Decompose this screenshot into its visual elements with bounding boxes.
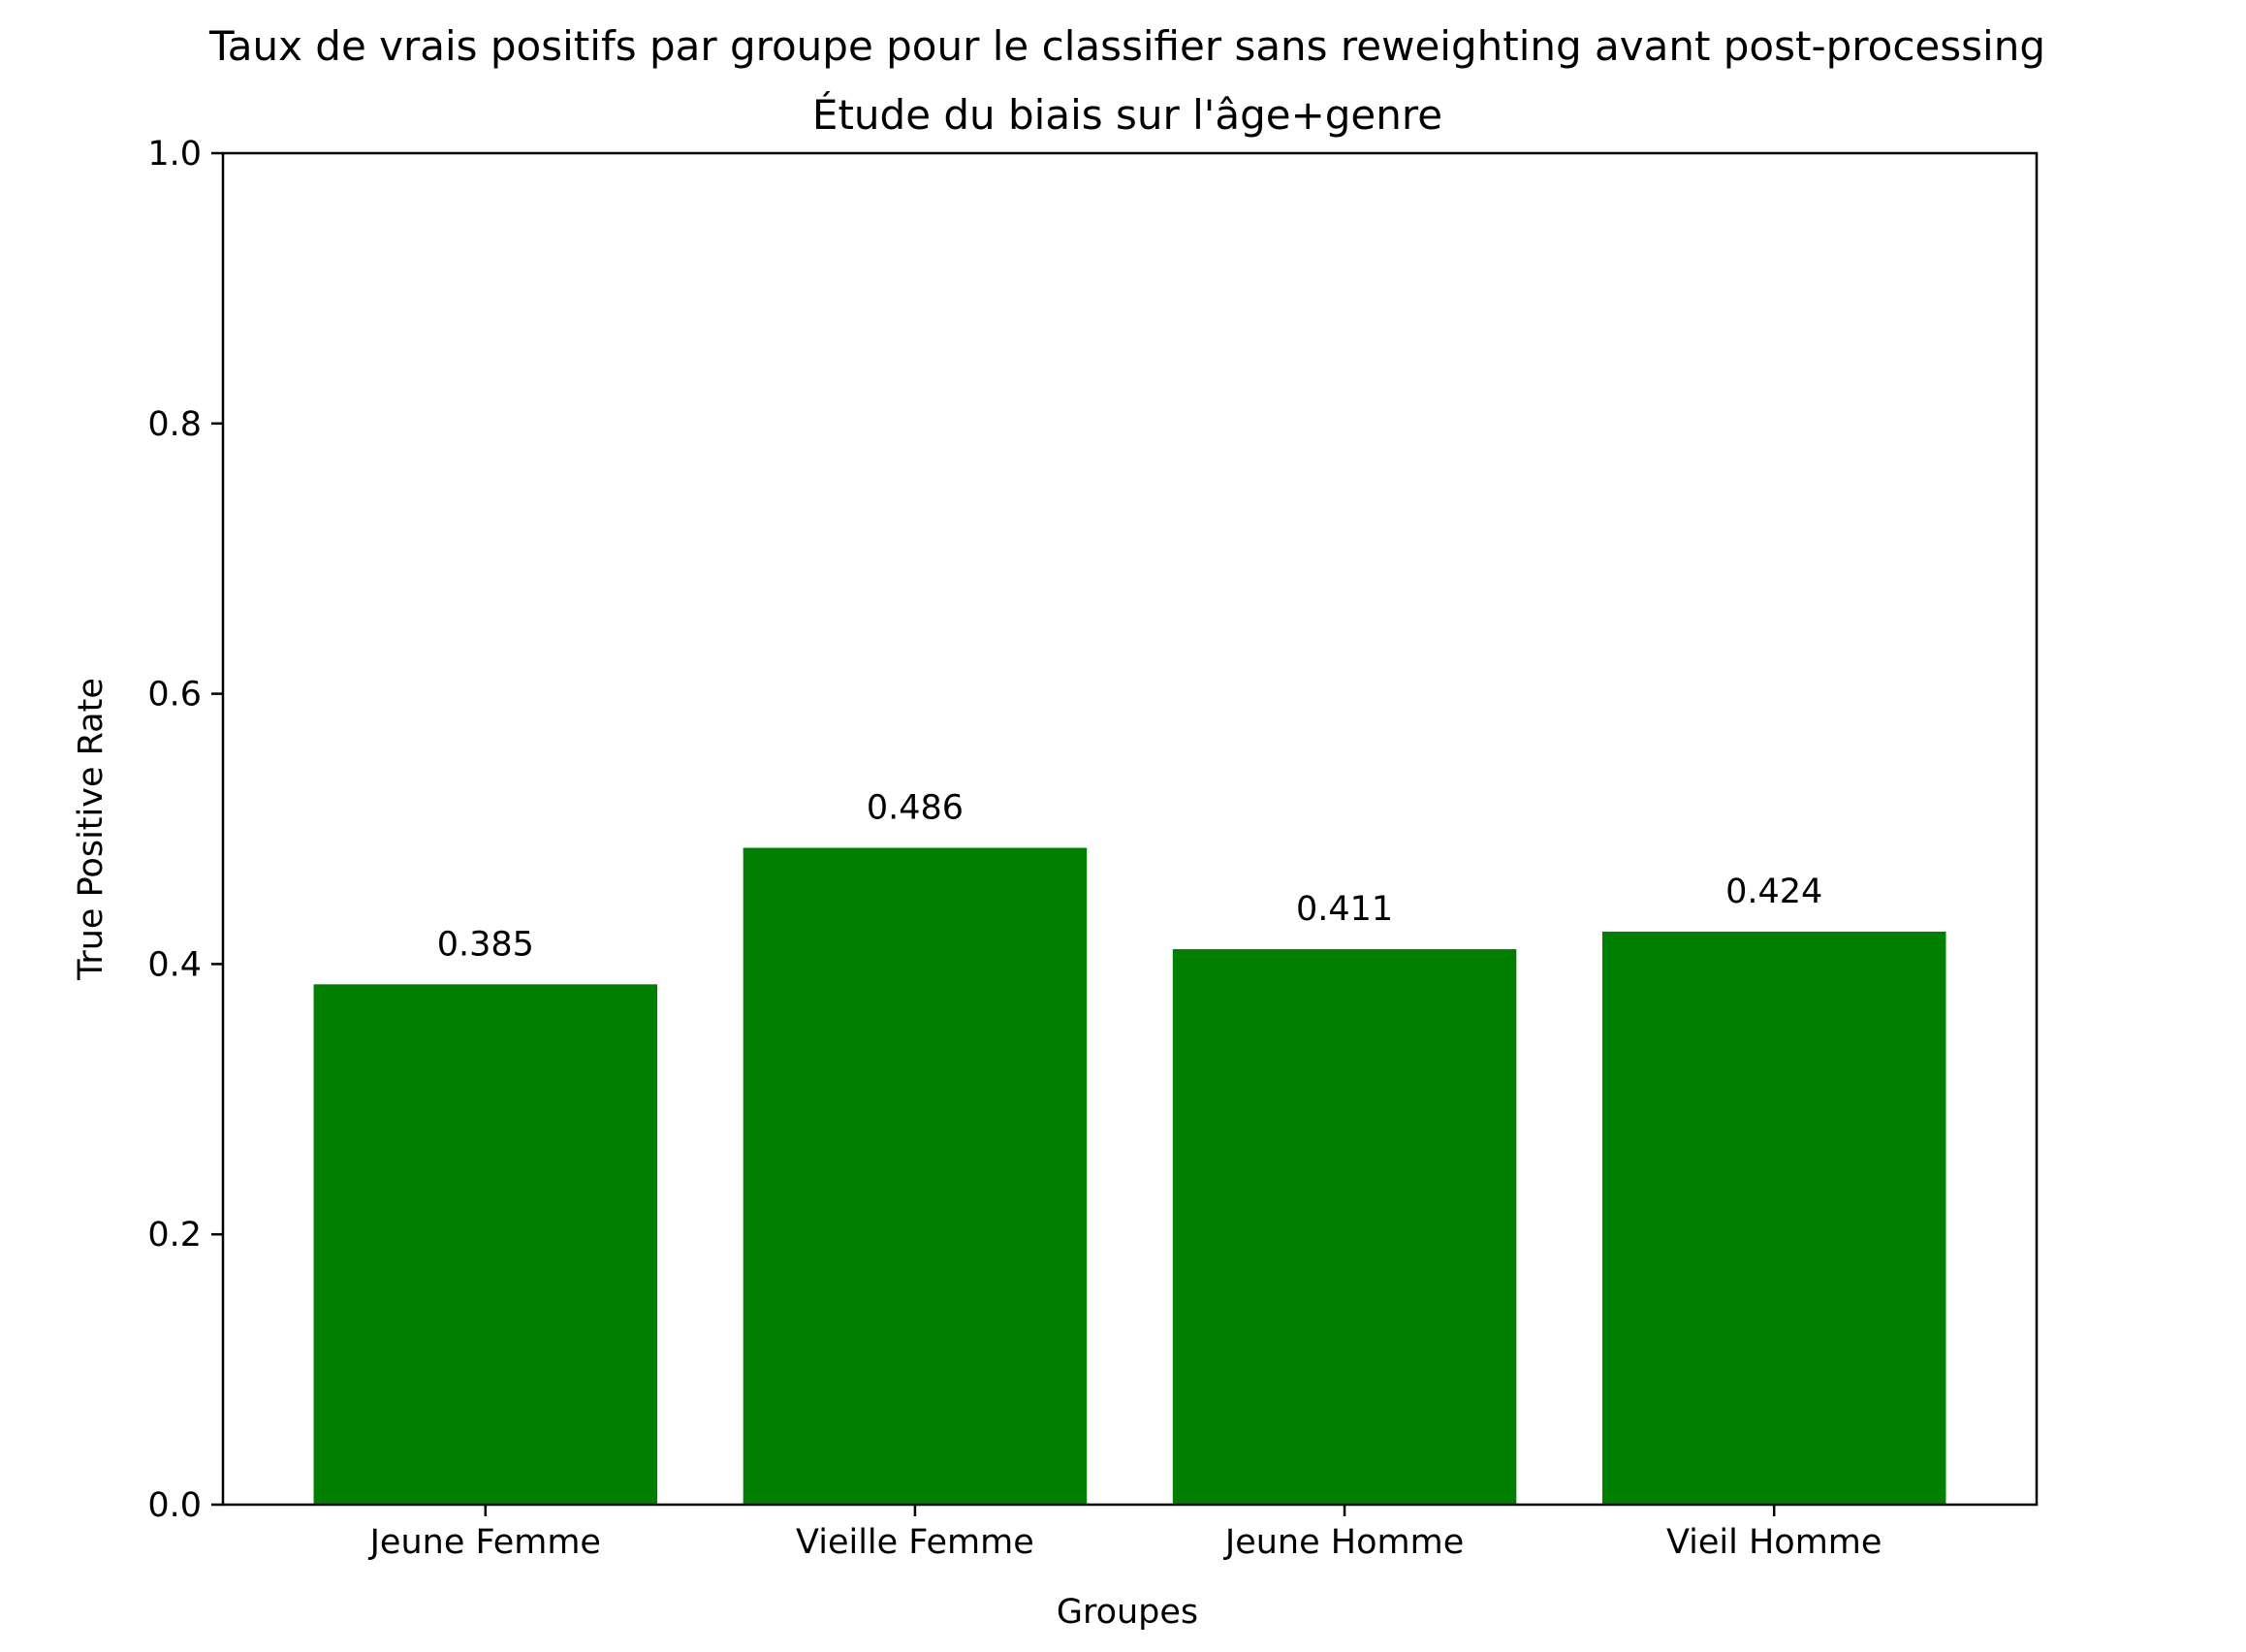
y-tick-label: 0.8 <box>147 405 202 444</box>
x-tick-label: Jeune Femme <box>368 1523 601 1562</box>
bar-jeune-femme <box>313 984 658 1505</box>
bar-labels-layer: 0.385 0.486 0.411 0.424 <box>437 789 1823 965</box>
bar-value-label: 0.486 <box>867 789 964 828</box>
y-tick-label: 0.4 <box>147 945 202 984</box>
bar-vieille-femme <box>743 847 1088 1505</box>
bar-value-label: 0.385 <box>437 925 534 964</box>
y-tick-label: 0.6 <box>147 676 202 715</box>
bar-value-label: 0.424 <box>1725 873 1822 911</box>
bar-vieil-homme <box>1601 931 1946 1505</box>
chart-title: Taux de vrais positifs par groupe pour l… <box>208 22 2045 70</box>
plot-frame <box>221 151 2039 1507</box>
x-tick-label: Jeune Homme <box>1223 1523 1464 1562</box>
bar-value-label: 0.411 <box>1296 890 1393 929</box>
y-axis-ticks: 0.0 0.2 0.4 0.6 0.8 1.0 <box>147 135 223 1525</box>
y-tick-label: 1.0 <box>147 135 202 174</box>
x-tick-label: Vieil Homme <box>1666 1523 1882 1562</box>
y-tick-label: 0.0 <box>147 1486 202 1525</box>
x-axis-ticks: Jeune Femme Vieille Femme Jeune Homme Vieil… <box>368 1505 1882 1562</box>
y-axis-label: True Positive Rate <box>72 678 111 981</box>
bars-layer <box>313 847 1946 1505</box>
y-tick-label: 0.2 <box>147 1216 202 1255</box>
x-axis-label: Groupes <box>1057 1593 1198 1632</box>
bar-jeune-homme <box>1172 949 1517 1505</box>
chart-subtitle: Étude du biais sur l'âge+genre <box>812 90 1442 139</box>
x-tick-label: Vieille Femme <box>796 1523 1034 1562</box>
